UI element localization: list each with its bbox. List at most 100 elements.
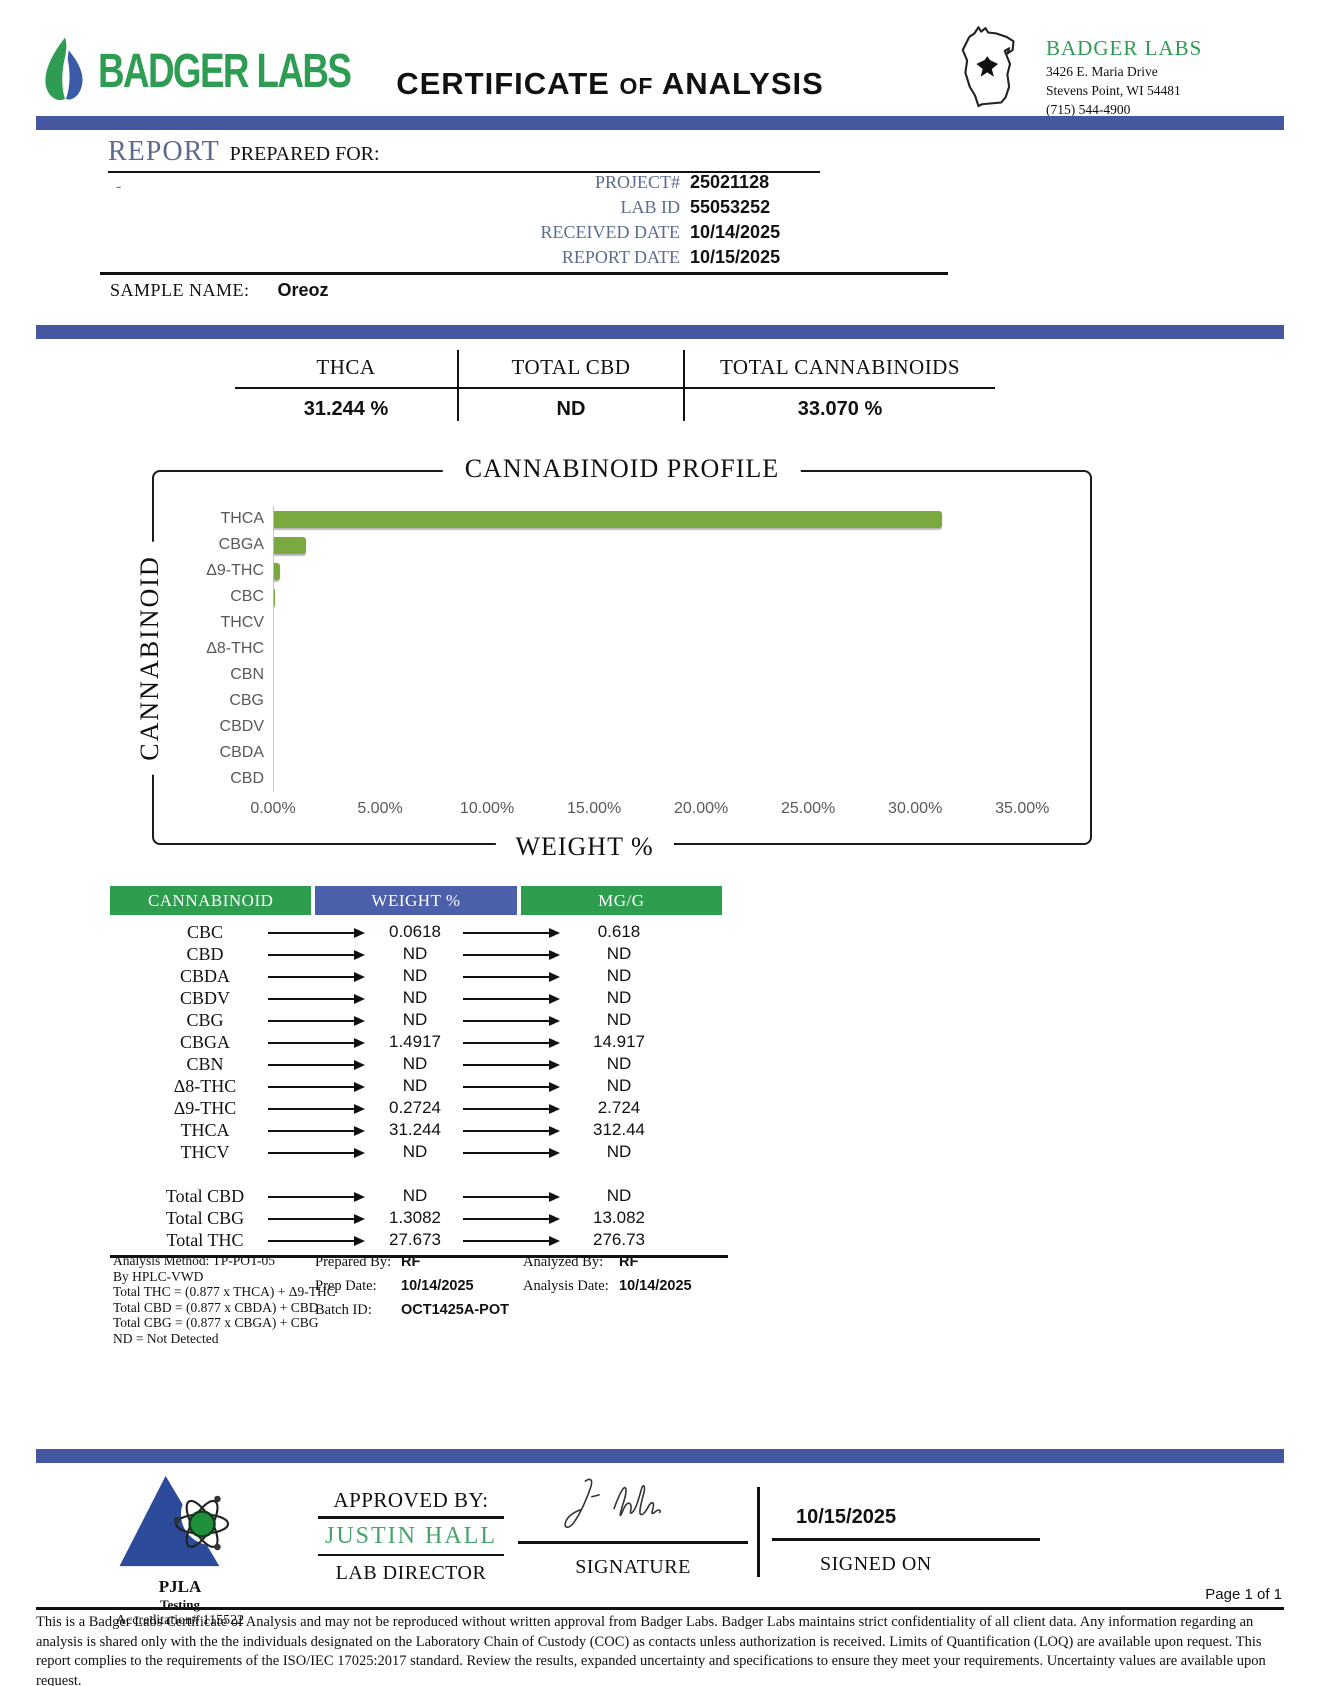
- chart-row: THCV: [162, 610, 1080, 636]
- divider-line: [36, 1607, 1284, 1610]
- prep-date-value: 10/14/2025: [401, 1278, 474, 1294]
- signed-on-block: 10/15/2025 SIGNED ON: [772, 1472, 1040, 1576]
- weight-value: 0.0618: [389, 922, 441, 941]
- field-row-project: PROJECT# 25021128: [392, 172, 822, 197]
- prepared-by-label: Prepared By:: [315, 1254, 392, 1270]
- accreditation-program: Testing: [160, 1597, 200, 1612]
- lab-address-line2: Stevens Point, WI 54481: [1046, 83, 1181, 98]
- results-table: CANNABINOID WEIGHT % MG/G CBC 0.0618 0.6…: [110, 886, 728, 1258]
- analyzed-by-label: Analyzed By:: [523, 1254, 604, 1270]
- arrow-icon: [268, 1054, 365, 1076]
- chart-bar: [274, 536, 306, 554]
- divider-line: [100, 272, 948, 275]
- x-tick-label: 10.00%: [459, 800, 515, 817]
- weight-value: 1.4917: [389, 1032, 441, 1051]
- field-row-labid: LAB ID 55053252: [392, 197, 822, 222]
- prep-notes: Prepared By: RF Prep Date: 10/14/2025 Ba…: [315, 1254, 515, 1326]
- arrow-icon: [463, 1054, 560, 1076]
- pjla-logo-icon: [119, 1475, 243, 1567]
- signature-label: SIGNATURE: [575, 1555, 691, 1578]
- summary-value: ND: [556, 398, 586, 420]
- field-label: PROJECT#: [594, 172, 680, 192]
- analysis-date-value: 10/14/2025: [619, 1278, 692, 1294]
- divider-line: [772, 1538, 1040, 1541]
- field-label: RECEIVED DATE: [540, 222, 680, 242]
- chart-category-label: THCA: [220, 510, 264, 527]
- field-row-report-date: REPORT DATE 10/15/2025: [392, 247, 822, 272]
- table-gap: [110, 1164, 722, 1186]
- cannabinoid-name: CBC: [186, 922, 224, 942]
- chart-row: CBDV: [162, 714, 1080, 740]
- x-tick-label: 20.00%: [673, 800, 729, 817]
- approved-by-label: APPROVED BY:: [333, 1488, 489, 1512]
- prepared-by-value: RF: [401, 1254, 421, 1270]
- method-line: Analysis Method: TP-POT-05: [113, 1253, 276, 1268]
- leaf-drop-icon: [45, 37, 83, 101]
- summary-col-thca: THCA 31.244 %: [235, 350, 457, 421]
- divider-bar: [36, 325, 1284, 339]
- mgg-value: ND: [606, 1076, 632, 1095]
- chart-bar: [274, 510, 942, 528]
- arrow-icon: [268, 1098, 365, 1120]
- arrow-icon: [268, 966, 365, 988]
- signature-block: SIGNATURE: [518, 1472, 748, 1579]
- method-line: Total CBD = (0.877 x CBDA) + CBD: [113, 1299, 319, 1315]
- approver-title: LAB DIRECTOR: [335, 1562, 487, 1584]
- chart-category-label: CBGA: [218, 536, 264, 553]
- divider-bar: [36, 116, 1284, 130]
- field-value: 10/15/2025: [690, 247, 781, 267]
- chart-category-label: CBD: [230, 770, 264, 787]
- report-heading: REPORT PREPARED FOR:: [108, 136, 820, 173]
- report-heading-sub: PREPARED FOR:: [229, 143, 380, 165]
- weight-value: ND: [402, 1010, 428, 1029]
- mgg-value: ND: [606, 1054, 632, 1073]
- analyzed-by-row: Analyzed By: RF: [523, 1254, 783, 1271]
- method-line: Total THC = (0.877 x THCA) + Δ9-THC: [113, 1284, 336, 1299]
- mgg-value: ND: [606, 944, 632, 963]
- results-table-header: CANNABINOID WEIGHT % MG/G: [110, 886, 722, 915]
- cannabinoid-name: Δ8-THC: [173, 1076, 237, 1096]
- chart-bar-track: [273, 740, 1080, 766]
- weight-value: ND: [402, 1142, 428, 1161]
- weight-value: ND: [402, 988, 428, 1007]
- chart-plot-area: THCA CBGA Δ9-THC CBC THCV Δ8-THC: [162, 506, 1080, 824]
- column-header-weight: WEIGHT %: [315, 886, 517, 915]
- divider-bar: [36, 1449, 1284, 1463]
- field-value: 55053252: [690, 197, 771, 217]
- arrow-icon: [463, 922, 560, 944]
- chart-row: Δ8-THC: [162, 636, 1080, 662]
- lab-address-line1: 3426 E. Maria Drive: [1046, 64, 1158, 79]
- mgg-value: 13.082: [593, 1208, 645, 1227]
- arrow-icon: [268, 944, 365, 966]
- x-tick-label: 0.00%: [250, 800, 296, 817]
- arrow-icon: [463, 1076, 560, 1098]
- cannabinoid-name: CBG: [186, 1010, 224, 1030]
- cannabinoid-name: CBN: [186, 1054, 224, 1074]
- chart-title: CANNABINOID PROFILE: [442, 454, 802, 484]
- table-total-row: Total CBD ND ND: [110, 1186, 722, 1208]
- chart-category-label: CBDV: [219, 718, 264, 735]
- sample-name-value: Oreoz: [277, 280, 329, 300]
- chart-row: THCA: [162, 506, 1080, 532]
- arrow-icon: [268, 1186, 365, 1208]
- table-row: CBDA ND ND: [110, 966, 722, 988]
- arrow-icon: [268, 1120, 365, 1142]
- table-total-row: Total CBG 1.3082 13.082: [110, 1208, 722, 1230]
- chart-row: CBN: [162, 662, 1080, 688]
- batch-id-label: Batch ID:: [315, 1302, 372, 1318]
- brand-name: BADGER LABS: [98, 42, 352, 98]
- pjla-accreditation-block: PJLA Testing Accreditation# 115522: [100, 1474, 260, 1629]
- chart-row: CBD: [162, 766, 1080, 792]
- analysis-by-notes: Analyzed By: RF Analysis Date: 10/14/202…: [523, 1254, 783, 1302]
- sample-name-label: SAMPLE NAME:: [110, 280, 250, 300]
- arrow-icon: [463, 966, 560, 988]
- chart-bar-track: [273, 584, 1080, 610]
- table-row: Δ9-THC 0.2724 2.724: [110, 1098, 722, 1120]
- cannabinoid-name: CBDV: [179, 988, 230, 1008]
- signed-on-label: SIGNED ON: [820, 1552, 932, 1575]
- weight-value: ND: [402, 1186, 428, 1205]
- summary-col-total-cbd: TOTAL CBD ND: [457, 350, 685, 421]
- approver-name: JUSTIN HALL: [325, 1522, 497, 1549]
- table-total-row: Total THC 27.673 276.73: [110, 1230, 722, 1252]
- chart-bar-track: [273, 766, 1080, 792]
